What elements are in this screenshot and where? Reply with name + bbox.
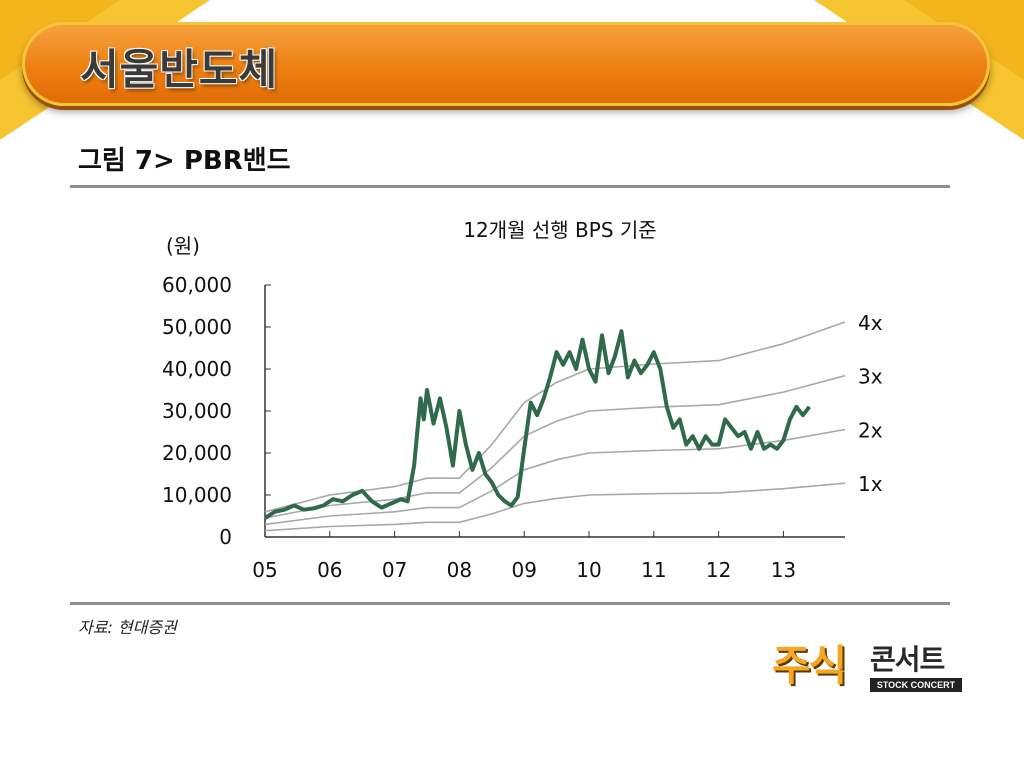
x-tick-label: 13 — [771, 558, 796, 582]
y-tick-label: 50,000 — [162, 315, 232, 339]
y-tick-label: 40,000 — [162, 357, 232, 381]
top-divider — [70, 185, 950, 188]
x-tick-label: 06 — [317, 558, 342, 582]
y-tick-label: 10,000 — [162, 483, 232, 507]
title-banner — [22, 22, 990, 106]
y-tick-label: 20,000 — [162, 441, 232, 465]
source-note: 자료: 현대증권 — [78, 618, 177, 637]
bottom-divider — [70, 602, 950, 605]
chart-title: 12개월 선행 BPS 기준 — [463, 218, 656, 242]
figure-title: 그림 7> PBR밴드 — [78, 146, 291, 176]
y-tick-label: 0 — [219, 525, 232, 549]
pbr-band-line-2x — [264, 428, 846, 526]
logo-text-secondary: 콘서트 — [870, 643, 945, 676]
slide-title: 서울반도체 — [80, 45, 279, 94]
y-tick-label: 60,000 — [162, 273, 232, 297]
pbr-band-line-4x — [264, 321, 846, 513]
x-tick-label: 12 — [706, 558, 731, 582]
x-tick-label: 10 — [576, 558, 601, 582]
pbr-band-line-1x — [264, 482, 846, 532]
y-tick-label: 30,000 — [162, 399, 232, 423]
series-label-1x: 1x — [858, 472, 883, 496]
logo-text-sub: STOCK CONCERT — [870, 678, 962, 692]
y-axis-label: (원) — [166, 234, 200, 258]
logo-text-main: 주식 — [772, 641, 847, 690]
x-tick-label: 09 — [511, 558, 536, 582]
series-label-2x: 2x — [858, 418, 883, 442]
series-label-3x: 3x — [858, 365, 883, 389]
series-label-4x: 4x — [858, 311, 883, 335]
pbr-band-chart: 12개월 선행 BPS 기준 (원) 0 10,000 20,000 30,000 40,0… — [162, 218, 883, 582]
x-tick-label: 11 — [641, 558, 666, 582]
stock-concert-logo: 주식 콘서트 STOCK CONCERT — [772, 640, 964, 696]
price-series-line — [263, 329, 811, 520]
x-tick-label: 05 — [252, 558, 277, 582]
x-tick-label: 07 — [382, 558, 407, 582]
x-tick-label: 08 — [447, 558, 472, 582]
